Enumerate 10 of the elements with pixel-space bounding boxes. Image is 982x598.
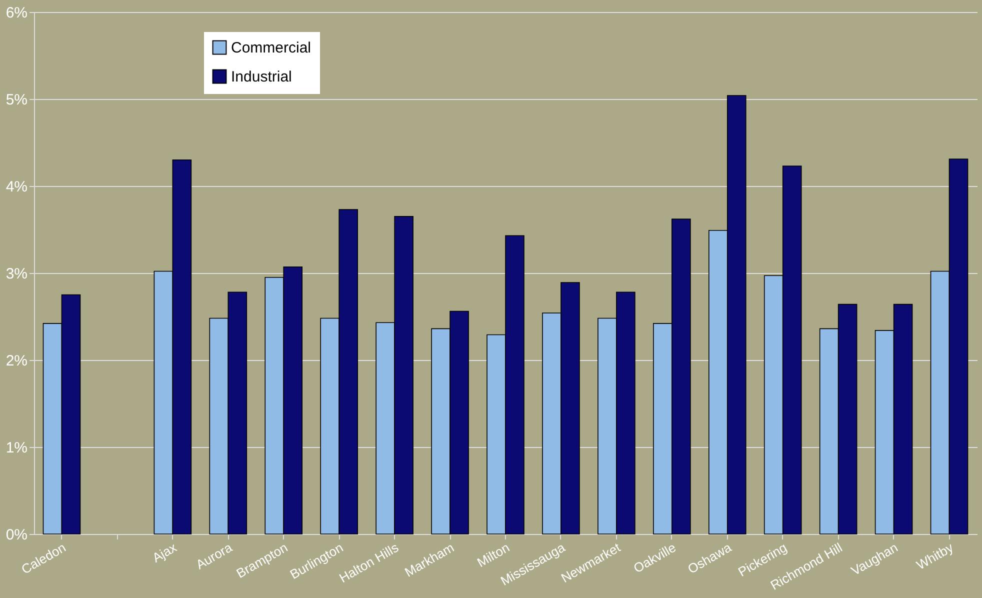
y-tick-label: 6% bbox=[6, 4, 28, 22]
y-tick-label: 4% bbox=[6, 178, 28, 196]
y-tick-label: 1% bbox=[6, 440, 28, 456]
legend-label: Commercial bbox=[231, 40, 312, 56]
y-tick-label: 5% bbox=[6, 92, 28, 108]
y-tick-label: 0% bbox=[6, 526, 28, 544]
y-tick-label: 2% bbox=[6, 352, 28, 370]
y-tick-label: 3% bbox=[6, 266, 28, 282]
legend-label: Industrial bbox=[231, 68, 292, 86]
x-tick-label: Ajax bbox=[150, 540, 180, 566]
